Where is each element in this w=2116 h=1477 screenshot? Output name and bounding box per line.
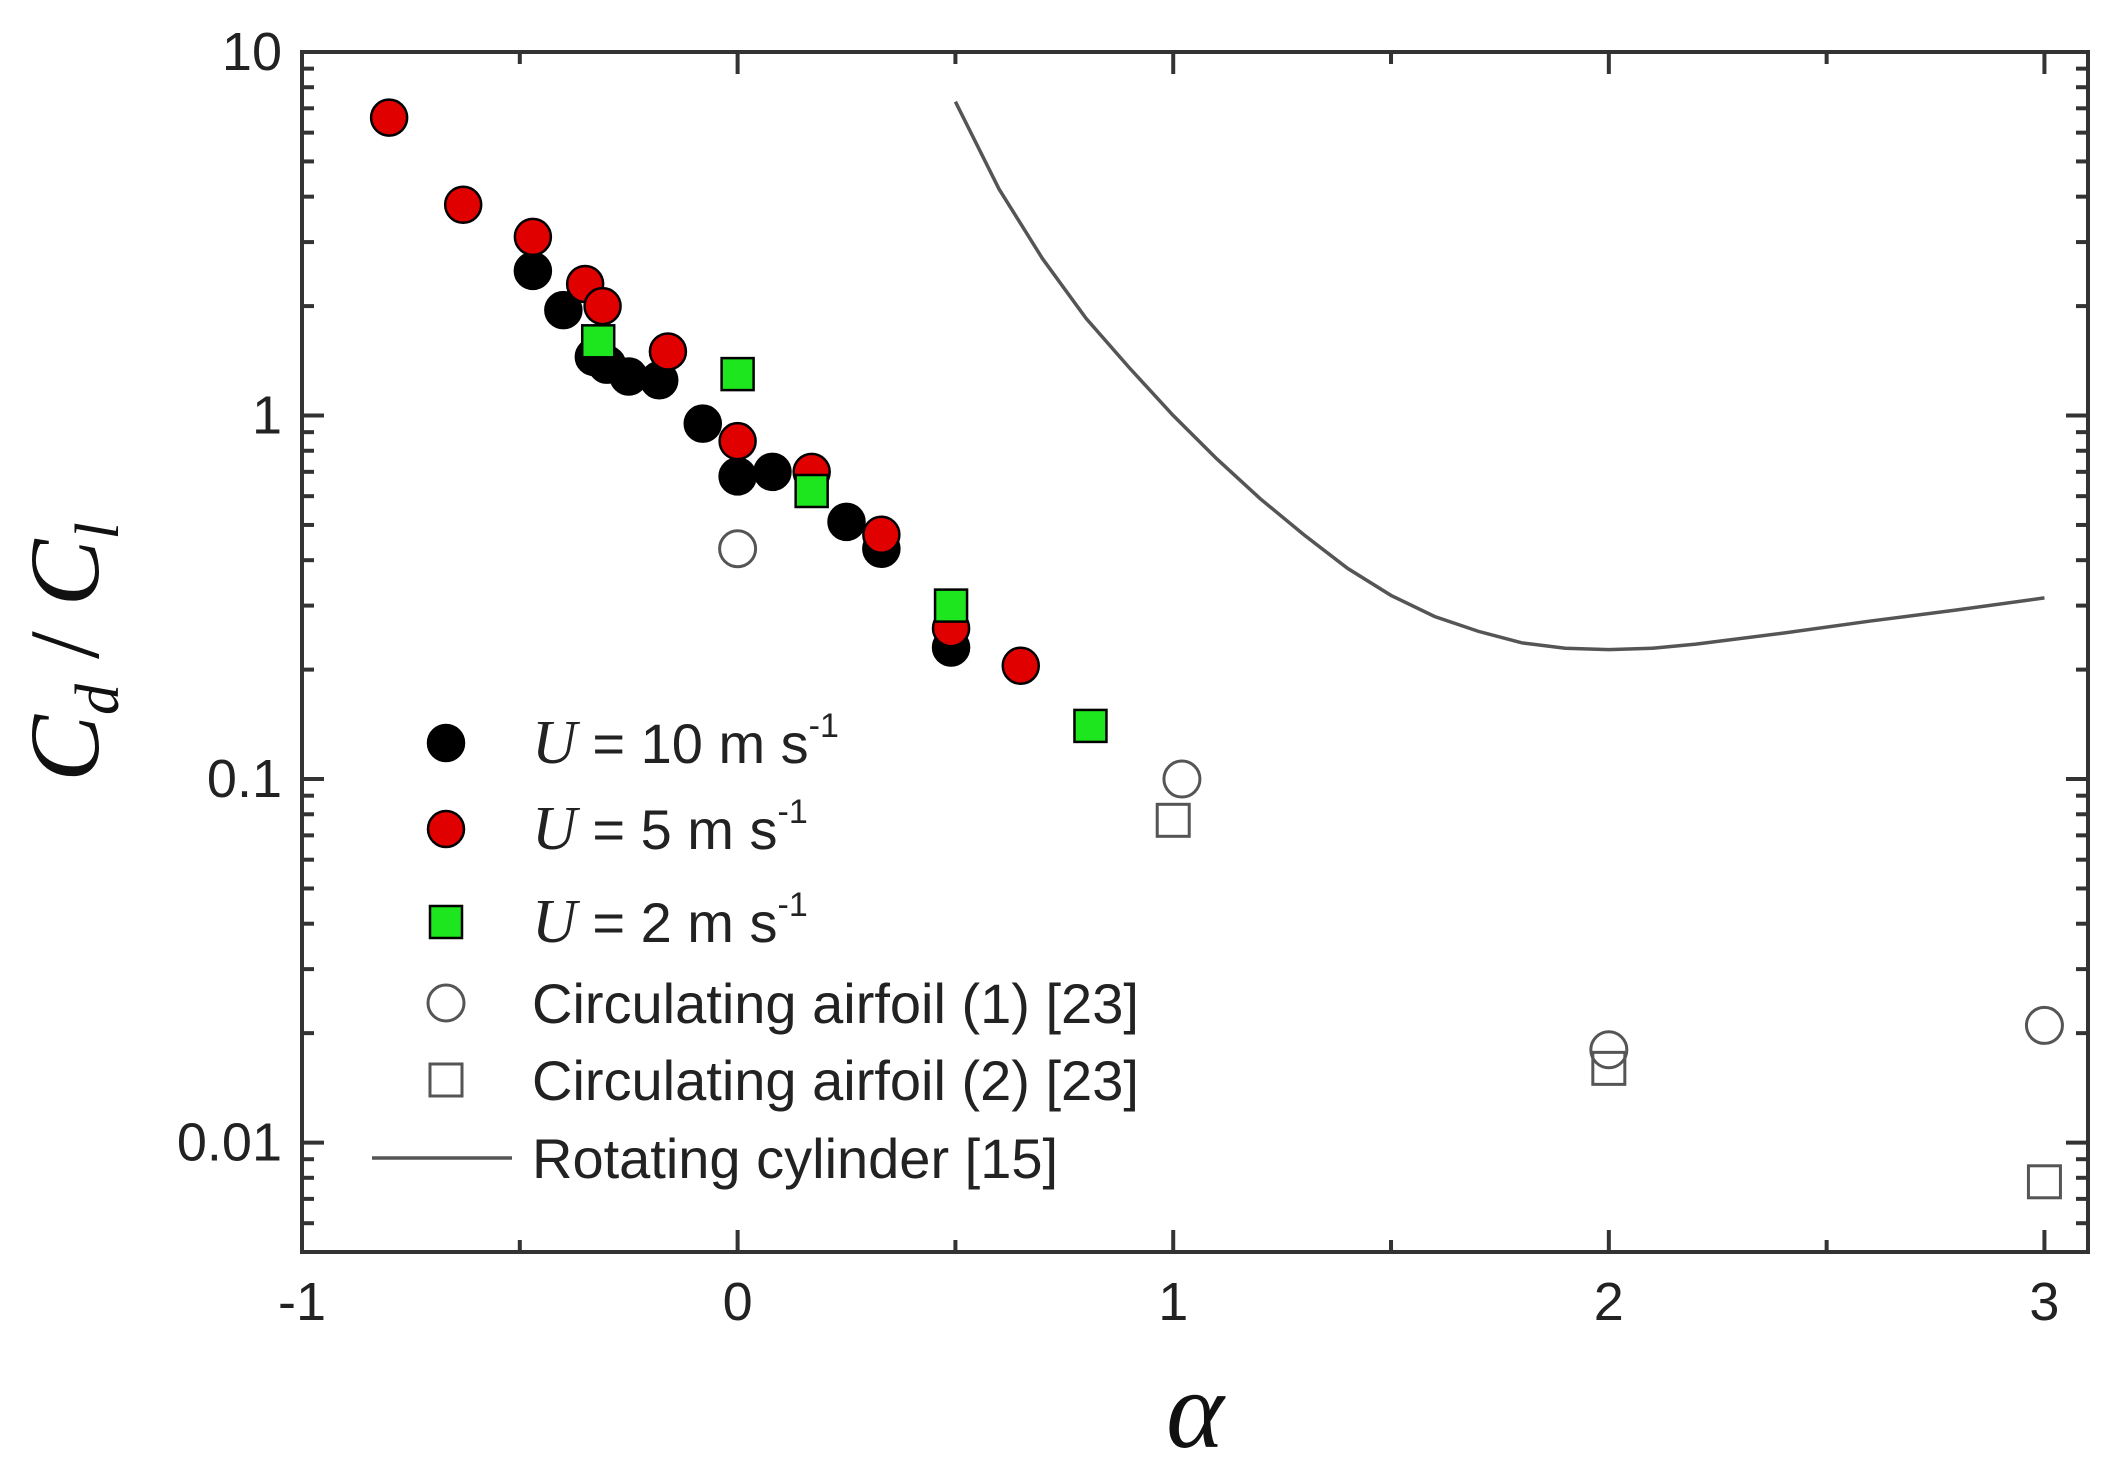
plot-frame — [300, 50, 2090, 1254]
legend: U = 10 m s-1 U = 5 m s-1 U = 2 m s-1 Circul… — [372, 707, 1139, 1190]
legend-entry-cylinder: Rotating cylinder [15] — [372, 1127, 1058, 1190]
axis-ticks — [300, 50, 2088, 1254]
y-tick-label: 10 — [222, 22, 282, 82]
legend-label: U = 2 m s-1 — [532, 886, 808, 956]
legend-entry-U2: U = 2 m s-1 — [428, 886, 808, 956]
axis-tick-labels: -1 0 1 2 3 0.01 0.1 1 10 — [177, 22, 2060, 1332]
y-tick-label: 1 — [252, 386, 282, 446]
data-point-U5 — [718, 421, 757, 461]
data-point-airfoil2 — [1155, 802, 1191, 838]
x-tick-label: 1 — [1158, 1272, 1188, 1332]
legend-label: Rotating cylinder [15] — [532, 1127, 1058, 1190]
x-axis-title: α — [1166, 1349, 1226, 1471]
y-axis-title: Cd / Cl — [9, 522, 132, 781]
legend-entry-U5: U = 5 m s-1 — [426, 793, 808, 863]
data-point-airfoil2 — [1591, 1050, 1627, 1086]
x-tick-label: -1 — [278, 1272, 326, 1332]
x-tick-label: 0 — [723, 1272, 753, 1332]
data-point-U5 — [369, 98, 409, 137]
data-point-U2 — [580, 324, 616, 359]
series-airfoil1 — [718, 529, 2064, 1070]
legend-marker-circle — [426, 723, 466, 763]
series-airfoil2 — [1155, 802, 2062, 1200]
x-tick-label: 3 — [2029, 1272, 2059, 1332]
data-point-U10 — [683, 404, 723, 443]
y-tick-label: 0.1 — [207, 749, 282, 809]
legend-marker-square — [428, 1062, 464, 1098]
data-point-U5 — [583, 286, 622, 326]
data-point-U5 — [862, 515, 901, 554]
data-point-U2 — [720, 356, 755, 392]
data-point-U5 — [513, 217, 553, 257]
series-line-cylinder — [953, 100, 2045, 652]
data-point-airfoil2 — [2026, 1164, 2062, 1200]
data-point-U2 — [933, 588, 969, 623]
y-tick-label: 0.01 — [177, 1113, 282, 1173]
legend-label: U = 5 m s-1 — [532, 793, 808, 863]
data-point-U10 — [544, 290, 583, 330]
series-cylinder — [953, 100, 2045, 652]
legend-marker-circle — [426, 983, 466, 1023]
data-point-U5 — [648, 332, 688, 371]
data-point-U10 — [718, 457, 757, 496]
legend-label: U = 10 m s-1 — [532, 707, 839, 777]
x-tick-label: 2 — [1594, 1272, 1624, 1332]
legend-entry-airfoil1: Circulating airfoil (1) [23] — [426, 972, 1139, 1035]
series-U2 — [580, 324, 1108, 744]
data-point-U2 — [794, 473, 829, 509]
data-point-U5 — [443, 185, 483, 225]
legend-entry-U10: U = 10 m s-1 — [426, 707, 839, 777]
data-series-layer — [369, 98, 2064, 1200]
data-point-airfoil1 — [1589, 1030, 1629, 1070]
legend-entry-airfoil2: Circulating airfoil (2) [23] — [428, 1049, 1139, 1112]
legend-marker-circle — [426, 809, 466, 849]
data-point-U10 — [753, 452, 792, 492]
legend-marker-square — [428, 904, 464, 940]
data-point-U10 — [827, 502, 866, 542]
series-U10 — [513, 251, 971, 667]
data-point-airfoil1 — [1162, 759, 1202, 799]
data-point-U10 — [513, 251, 553, 291]
data-point-airfoil1 — [718, 529, 758, 569]
data-point-airfoil1 — [2024, 1005, 2064, 1045]
data-point-U5 — [1001, 646, 1041, 685]
legend-label: Circulating airfoil (2) [23] — [532, 1049, 1139, 1112]
legend-label: Circulating airfoil (1) [23] — [532, 972, 1139, 1035]
data-point-U2 — [1073, 708, 1108, 744]
